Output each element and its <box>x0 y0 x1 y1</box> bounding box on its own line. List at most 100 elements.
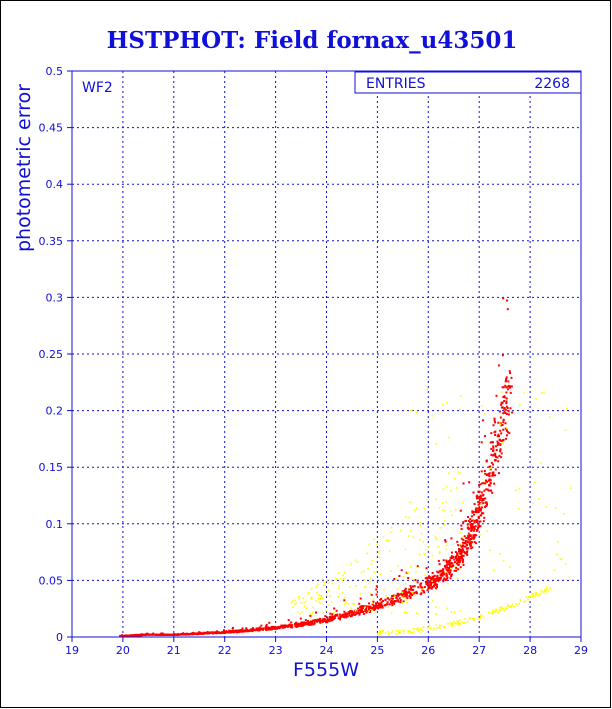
data-point <box>323 620 326 623</box>
data-point <box>525 596 527 598</box>
data-point <box>238 630 241 633</box>
data-point <box>386 597 389 600</box>
data-point <box>489 612 492 615</box>
data-point <box>481 494 484 497</box>
data-point <box>477 618 479 620</box>
x-tick-label: 23 <box>269 644 283 657</box>
data-point <box>402 600 405 603</box>
data-point <box>415 570 418 573</box>
data-point <box>423 586 426 589</box>
data-point <box>451 625 453 627</box>
data-point <box>343 599 346 602</box>
data-point <box>535 591 538 594</box>
data-point <box>467 519 470 522</box>
data-point <box>537 593 540 596</box>
data-point <box>450 623 452 626</box>
data-point <box>457 561 460 564</box>
data-point <box>444 509 447 512</box>
data-point <box>456 620 459 622</box>
data-point <box>292 600 294 603</box>
data-point <box>509 566 511 568</box>
data-point <box>390 612 393 614</box>
data-point <box>493 482 496 485</box>
data-point <box>245 629 248 632</box>
data-point <box>315 585 317 588</box>
data-point <box>215 630 218 633</box>
data-point <box>486 473 489 476</box>
data-point <box>326 616 329 619</box>
data-point <box>474 511 477 514</box>
data-point <box>518 487 521 490</box>
data-point <box>510 606 513 608</box>
data-point <box>441 570 444 573</box>
data-point <box>429 582 432 585</box>
data-point <box>462 538 465 541</box>
data-point <box>388 603 391 606</box>
y-tick-label: 0 <box>56 631 63 644</box>
data-point <box>473 540 476 543</box>
data-point <box>464 542 467 545</box>
data-point <box>412 631 415 634</box>
data-point <box>495 609 498 612</box>
data-point <box>171 633 174 636</box>
data-point <box>431 579 434 582</box>
data-point <box>431 571 434 574</box>
data-point <box>256 628 259 631</box>
data-point <box>322 584 325 587</box>
data-point <box>545 506 548 508</box>
data-point <box>317 597 319 600</box>
data-point <box>406 599 409 601</box>
data-point <box>186 633 189 636</box>
data-point <box>459 559 462 562</box>
data-point <box>350 613 353 616</box>
data-point <box>347 602 349 605</box>
data-point <box>442 580 445 583</box>
data-point <box>506 407 509 410</box>
data-point <box>386 601 389 604</box>
data-point <box>387 606 389 609</box>
data-point <box>460 543 462 546</box>
y-axis-title: photometric error <box>13 84 35 252</box>
data-point <box>409 409 412 411</box>
data-point <box>369 592 372 595</box>
data-point <box>450 510 452 513</box>
data-point <box>507 410 510 413</box>
data-point <box>450 610 453 613</box>
data-point <box>458 623 460 626</box>
data-point <box>472 537 475 540</box>
data-point <box>451 622 453 624</box>
data-point <box>384 604 387 607</box>
data-point <box>355 585 357 587</box>
data-point <box>505 391 508 394</box>
data-point <box>458 547 461 550</box>
data-point <box>457 568 460 571</box>
data-point <box>500 403 503 406</box>
data-point <box>335 609 338 612</box>
data-point <box>421 589 424 592</box>
data-point <box>312 606 314 609</box>
data-point <box>266 627 269 630</box>
data-point <box>544 591 547 593</box>
data-point <box>399 601 402 604</box>
data-point <box>119 634 122 637</box>
data-point <box>438 624 441 627</box>
data-point <box>487 484 490 487</box>
data-point <box>390 599 393 602</box>
data-point <box>436 627 439 629</box>
data-point <box>345 616 348 619</box>
data-point <box>375 593 378 596</box>
data-point <box>371 602 374 604</box>
data-point <box>343 596 346 599</box>
data-point <box>510 376 513 379</box>
data-point <box>475 511 478 514</box>
data-point <box>226 631 229 634</box>
data-point <box>463 551 466 554</box>
data-point <box>161 632 164 635</box>
data-point <box>506 607 508 610</box>
data-point <box>381 604 384 607</box>
data-point <box>445 564 448 567</box>
data-point <box>449 569 452 572</box>
data-point <box>494 468 497 471</box>
data-point <box>349 609 352 612</box>
data-point <box>453 477 456 480</box>
